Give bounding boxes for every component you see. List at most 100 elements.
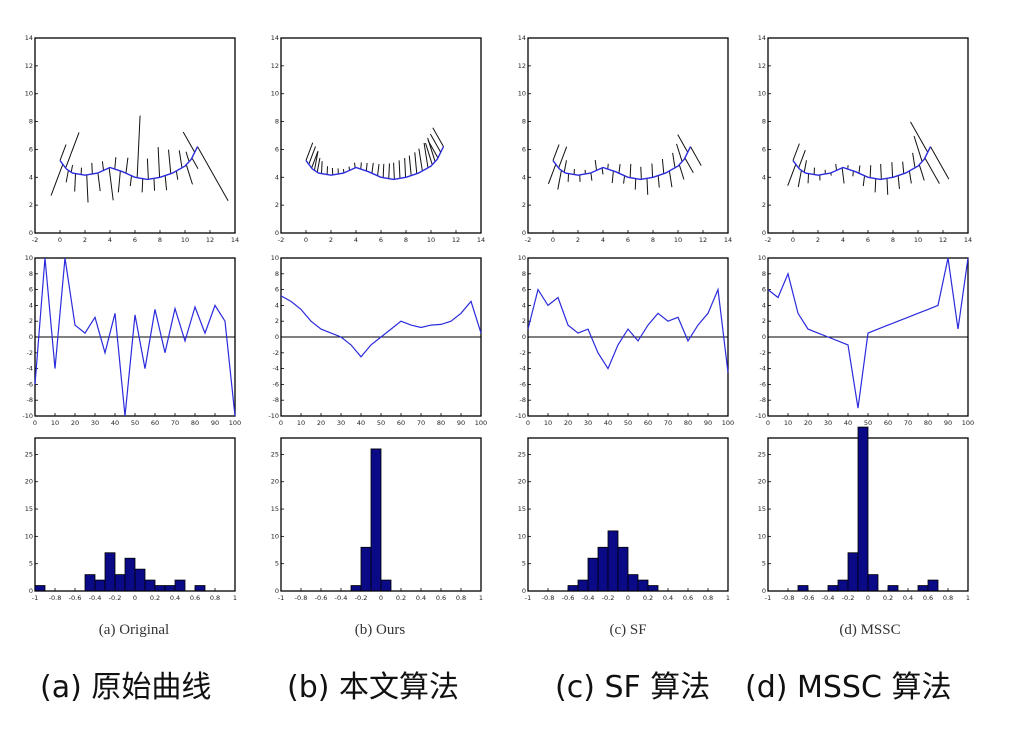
curvature-xtick-label-d: 70	[904, 419, 912, 427]
normals-xtick-label-d: 2	[816, 236, 820, 244]
histogram-ytick-label-c: 25	[518, 450, 526, 458]
normal-line-d	[874, 178, 877, 193]
normals-xtick-label-c: 4	[601, 236, 605, 244]
curvature-xtick-label-d: 100	[962, 419, 974, 427]
curvature-xtick-label-b: 20	[317, 419, 325, 427]
normal-line-d	[897, 175, 900, 189]
normal-line-c	[672, 152, 676, 168]
normal-line-d	[886, 178, 889, 195]
curvature-xtick-label-a: 70	[171, 419, 179, 427]
histogram-ytick-label-a: 0	[29, 587, 33, 595]
histogram-panel-d: -1 -0.8 -0.6 -0.4 -0.2 0 0.2 0.4 0.6 0.8 105101520…	[758, 426, 970, 602]
curve-line-b	[305, 146, 445, 181]
normal-line-c	[557, 170, 562, 190]
curvature-ytick-label-d: 0	[762, 333, 766, 341]
curvature-xtick-label-b: 50	[377, 419, 385, 427]
normals-xtick-label-d: 8	[891, 236, 895, 244]
histogram-xtick-label-b: -0.6	[315, 594, 328, 602]
histogram-xtick-label-b: 1	[479, 594, 483, 602]
normals-ytick-label-a: 8	[29, 118, 33, 126]
curvature-panel-b: 0 10 20 30 40 50 60 70 80 90 100 -10 -8 -6 -4 -2 0 2 4 6 8 10	[268, 254, 487, 427]
histogram-bar-c	[577, 579, 589, 592]
normals-ytick-label-b: 6	[275, 145, 279, 153]
histogram-bar-b	[380, 579, 392, 592]
normals-ytick-label-b: 14	[271, 34, 279, 42]
histogram-xtick-label-c: -1	[525, 594, 531, 602]
curvature-ytick-label-b: 10	[271, 254, 279, 262]
curvature-ytick-label-a: -2	[27, 349, 33, 357]
curvature-ytick-label-d: -8	[760, 396, 766, 404]
caption-en-b: (b) Ours	[355, 622, 406, 638]
curvature-panel-c: 0 10 20 30 40 50 60 70 80 90 100 -10 -8 -6 -4 -2 0 2 4 6 8 10	[515, 254, 734, 427]
histogram-xtick-label-d: 0.2	[883, 594, 893, 602]
normals-ytick-label-c: 10	[518, 90, 526, 98]
histogram-bar-d	[887, 585, 899, 592]
curvature-xtick-label-b: 100	[475, 419, 487, 427]
histogram-bar-a	[164, 585, 176, 592]
normal-line-c	[547, 164, 557, 185]
normal-line-d	[902, 161, 905, 174]
normals-ytick-label-b: 8	[275, 118, 279, 126]
curvature-ytick-label-a: 10	[25, 254, 33, 262]
histogram-ytick-label-a: 25	[25, 450, 33, 458]
histogram-bar-c	[647, 585, 659, 592]
normals-xtick-label-a: 4	[108, 236, 112, 244]
histogram-ytick-label-c: 10	[518, 532, 526, 540]
histogram-ytick-label-d: 0	[762, 587, 766, 595]
normals-xtick-label-a: -2	[32, 236, 38, 244]
histogram-bar-a	[144, 579, 156, 592]
normal-line-c	[607, 163, 609, 170]
normal-line-a	[175, 170, 179, 180]
normals-xtick-label-d: 0	[791, 236, 795, 244]
normals-ytick-label-d: 14	[758, 34, 766, 42]
curvature-line-d	[767, 257, 969, 409]
caption-cn-a: (a) 原始曲线	[40, 670, 211, 705]
histogram-bar-c	[617, 546, 629, 592]
normal-line-c	[676, 143, 683, 162]
normal-line-b	[418, 148, 423, 172]
histogram-xtick-label-c: -0.4	[582, 594, 595, 602]
curvature-ytick-label-b: -10	[268, 412, 279, 420]
curvature-ytick-label-a: 4	[29, 301, 33, 309]
normal-line-b	[423, 142, 429, 168]
normals-xtick-label-c: -2	[525, 236, 531, 244]
histogram-ytick-label-d: 20	[758, 478, 766, 486]
histogram-xtick-label-d: 0.6	[923, 594, 933, 602]
curvature-xtick-label-d: 60	[884, 419, 892, 427]
histogram-ytick-label-b: 15	[271, 505, 279, 513]
normal-line-d	[841, 167, 845, 184]
histogram-bar-b	[350, 585, 362, 592]
histogram-bar-c	[597, 546, 609, 592]
normal-line-d	[835, 163, 838, 171]
curvature-xtick-label-d: 90	[944, 419, 952, 427]
histogram-xtick-label-a: 1	[233, 594, 237, 602]
caption-cn-d: (d) MSSC 算法	[745, 670, 951, 705]
curvature-ytick-label-c: -10	[515, 412, 526, 420]
curvature-xtick-label-a: 40	[111, 419, 119, 427]
histogram-xtick-label-b: 0.8	[456, 594, 466, 602]
normal-line-d	[880, 164, 882, 180]
normal-line-b	[404, 158, 407, 178]
normals-ytick-label-a: 2	[29, 201, 33, 209]
curvature-xtick-label-b: 80	[437, 419, 445, 427]
curvature-ytick-label-d: 4	[762, 301, 766, 309]
histogram-xtick-label-d: 1	[966, 594, 970, 602]
normals-xtick-label-b: 2	[329, 236, 333, 244]
histogram-bar-d	[927, 579, 939, 592]
normals-xtick-label-c: 0	[551, 236, 555, 244]
normal-line-b	[371, 162, 374, 174]
normal-line-b	[429, 133, 442, 153]
curvature-ytick-label-a: -4	[27, 365, 33, 373]
normals-ytick-label-a: 12	[25, 62, 33, 70]
histogram-xtick-label-a: -1	[32, 594, 38, 602]
curvature-xtick-label-a: 10	[51, 419, 59, 427]
histogram-xtick-label-a: 0.4	[170, 594, 180, 602]
normal-line-a	[50, 164, 64, 196]
normal-line-c	[677, 134, 689, 153]
normal-line-a	[136, 115, 141, 178]
curvature-xtick-label-c: 10	[544, 419, 552, 427]
normals-xtick-label-c: 8	[651, 236, 655, 244]
normal-line-a	[182, 131, 196, 153]
